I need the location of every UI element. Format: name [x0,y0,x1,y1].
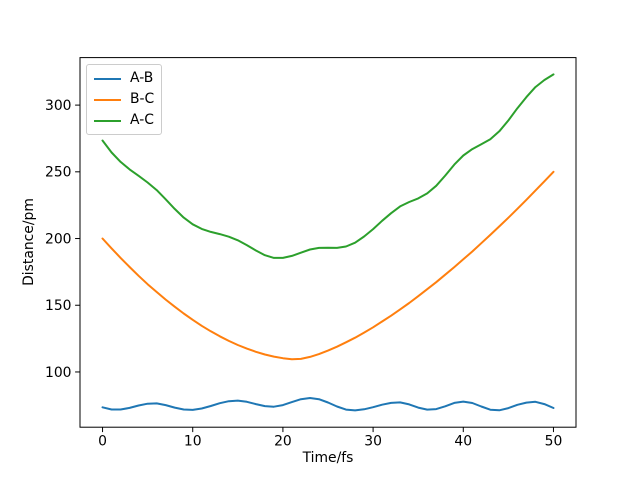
axes-frame [79,57,577,428]
legend-item-bc: B-C [94,90,154,109]
y-tick-label: 150 [45,298,72,314]
legend: A-B B-C A-C [86,64,163,135]
y-tick-label: 300 [45,98,72,114]
x-tick-label: 20 [274,434,292,450]
y-tick-label: 200 [45,231,72,247]
legend-label: A-C [130,112,154,128]
legend-item-ab: A-B [94,69,154,88]
x-tick-label: 10 [184,434,202,450]
x-axis-label: Time/fs [302,450,354,466]
x-tick-label: 40 [454,434,472,450]
legend-line-swatch-bc [94,98,121,101]
x-tick-label: 0 [98,434,107,450]
legend-line-swatch-ac [94,119,121,122]
y-tick-label: 100 [45,365,72,381]
plot-area: 0 10 20 30 40 50 100 150 200 250 300 [45,73,563,450]
legend-label: A-B [130,70,154,86]
y-tick-label: 250 [45,165,72,181]
series-line-ab [101,397,555,412]
y-axis-label: Distance/pm [21,198,37,286]
legend-label: B-C [130,91,155,107]
x-tick-label: 30 [364,434,382,450]
legend-item-ac: A-C [94,111,154,130]
series-line-ac [101,73,555,259]
x-tick-label: 50 [545,434,563,450]
legend-line-swatch-ab [94,77,121,80]
series-line-bc [101,170,555,361]
